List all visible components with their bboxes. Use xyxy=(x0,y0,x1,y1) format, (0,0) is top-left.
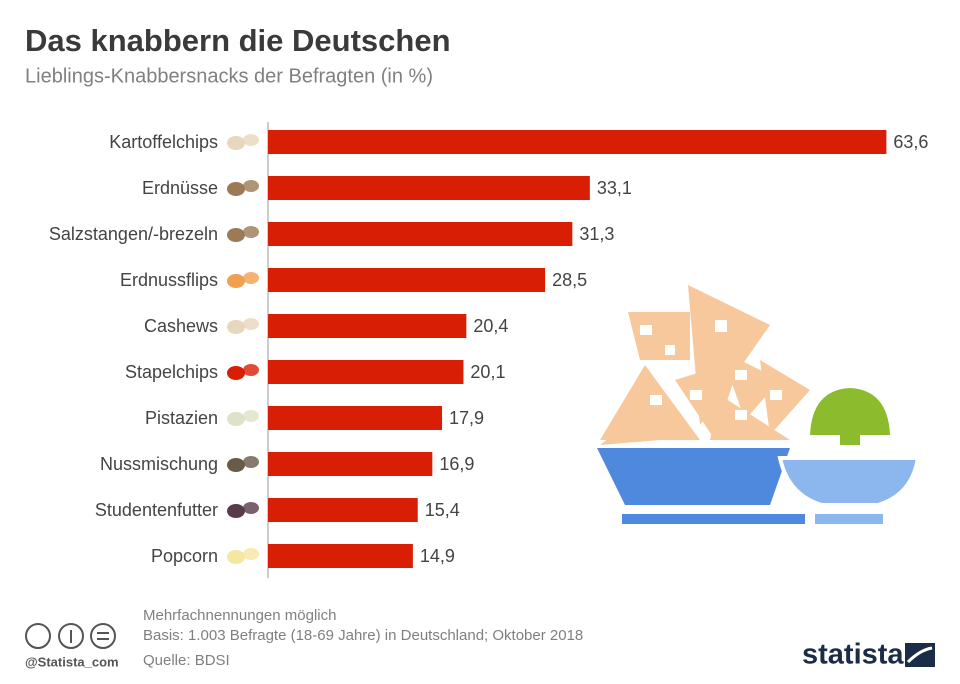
snack-icon xyxy=(243,318,259,330)
snack-icon xyxy=(243,180,259,192)
snack-icon xyxy=(227,228,245,242)
note: Basis: 1.003 Befragte (18-69 Jahre) in D… xyxy=(143,627,583,644)
category-label: Nussmischung xyxy=(100,454,218,474)
value-label: 28,5 xyxy=(552,270,587,290)
snack-icon xyxy=(227,320,245,334)
value-label: 17,9 xyxy=(449,408,484,428)
category-label: Stapelchips xyxy=(125,362,218,382)
snack-icon xyxy=(243,548,259,560)
brand-icon xyxy=(905,643,935,667)
category-label: Pistazien xyxy=(145,408,218,428)
bar xyxy=(268,498,418,522)
snack-icon xyxy=(243,134,259,146)
chart-subtitle: Lieblings-Knabbersnacks der Befragten (i… xyxy=(25,65,433,87)
bar xyxy=(268,130,887,154)
snack-icon xyxy=(227,274,245,288)
value-label: 15,4 xyxy=(425,500,460,520)
snack-icon xyxy=(227,412,245,426)
bar xyxy=(268,314,467,338)
snack-icon xyxy=(227,504,245,518)
value-label: 63,6 xyxy=(893,132,928,152)
value-label: 20,4 xyxy=(473,316,508,336)
value-label: 16,9 xyxy=(439,454,474,474)
snack-icon xyxy=(243,272,259,284)
bar xyxy=(268,176,590,200)
note: Mehrfachnennungen möglich xyxy=(143,607,336,624)
snack-icon xyxy=(243,410,259,422)
category-label: Salzstangen/-brezeln xyxy=(49,224,218,244)
bar xyxy=(268,360,464,384)
category-label: Erdnussflips xyxy=(120,270,218,290)
snack-icon xyxy=(243,226,259,238)
illustration xyxy=(597,285,921,524)
handle: @Statista_com xyxy=(25,654,119,669)
bar xyxy=(268,544,413,568)
snack-icon xyxy=(227,458,245,472)
value-label: 33,1 xyxy=(597,178,632,198)
snack-icon xyxy=(227,366,245,380)
value-label: 20,1 xyxy=(470,362,505,382)
category-label: Studentenfutter xyxy=(95,500,218,520)
source: Quelle: BDSI xyxy=(143,652,230,669)
bar xyxy=(268,222,573,246)
cc-icons xyxy=(25,623,116,649)
chart-title: Das knabbern die Deutschen xyxy=(25,23,451,58)
bar xyxy=(268,406,443,430)
value-label: 31,3 xyxy=(579,224,614,244)
category-label: Kartoffelchips xyxy=(109,132,218,152)
brand-logo: statista xyxy=(802,639,904,671)
category-label: Popcorn xyxy=(151,546,218,566)
category-label: Erdnüsse xyxy=(142,178,218,198)
category-label: Cashews xyxy=(144,316,218,336)
snack-icon xyxy=(243,502,259,514)
snack-icon xyxy=(227,136,245,150)
bar xyxy=(268,268,546,292)
value-label: 14,9 xyxy=(420,546,455,566)
snack-icon xyxy=(243,456,259,468)
snack-icon xyxy=(227,550,245,564)
snack-icon xyxy=(227,182,245,196)
snack-icon xyxy=(243,364,259,376)
bar xyxy=(268,452,433,476)
